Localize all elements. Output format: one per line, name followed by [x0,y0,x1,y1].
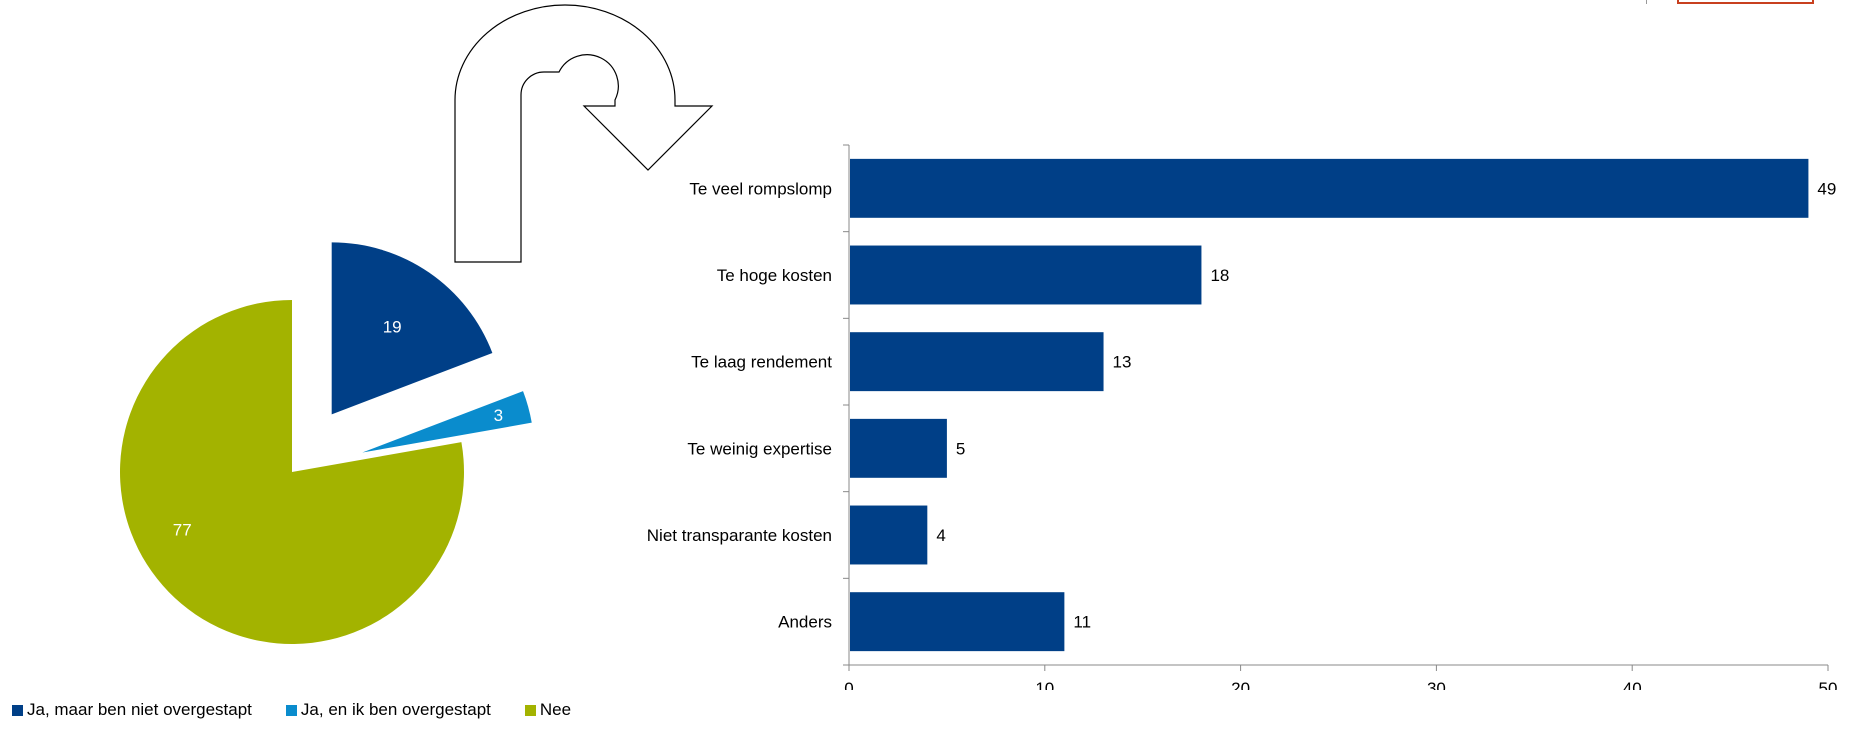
bar-value-label: 49 [1817,179,1836,198]
pie-data-label: 19 [383,318,402,337]
curved-arrow [454,4,714,263]
bar-value-label: 13 [1113,353,1132,372]
x-tick-label: 20 [1231,679,1250,690]
pie-data-label: 77 [173,520,192,539]
pie-legend: Ja, maar ben niet overgestapt Ja, en ik … [12,700,571,720]
bar-value-label: 18 [1210,266,1229,285]
legend-label: Ja, maar ben niet overgestapt [27,700,252,719]
category-label: Te veel rompslomp [689,179,832,198]
legend-item: Nee [524,700,572,720]
legend-label: Nee [539,700,572,719]
legend-swatch [12,704,23,716]
bar-value-label: 11 [1073,613,1091,632]
top-accent-box [1677,0,1814,4]
category-label: Te laag rendement [691,353,832,372]
bar-value-label: 5 [956,439,965,458]
bar-value-label: 4 [936,526,945,545]
category-label: Te weinig expertise [687,439,832,458]
legend-item: Ja, maar ben niet overgestapt [12,700,252,720]
x-tick-label: 0 [844,679,853,690]
top-divider [1646,0,1647,4]
x-tick-label: 40 [1623,679,1642,690]
legend-swatch [524,704,536,716]
pie-data-label: 3 [494,406,503,425]
x-tick-label: 30 [1427,679,1446,690]
legend-item: Ja, en ik ben overgestapt [285,700,491,720]
x-tick-label: 50 [1819,679,1838,690]
chart-canvas: 19 3 77 Te veel rompslomp 49 Te hoge kosten 1… [120,4,1838,690]
category-label: Niet transparante kosten [647,526,832,545]
pie-slice [331,242,493,415]
category-label: Te hoge kosten [717,266,832,285]
pie-slice [362,391,532,453]
bar [850,245,1202,305]
bar [850,332,1104,392]
legend-swatch [285,704,297,716]
bar-chart: Te veel rompslomp 49 Te hoge kosten 18 Te la… [647,144,1838,690]
pie-slice [120,300,465,644]
bar [850,592,1065,652]
bar [850,158,1809,218]
category-label: Anders [778,613,832,632]
x-tick-label: 10 [1035,679,1054,690]
pie-chart: 19 3 77 [120,242,532,644]
bar [850,505,928,565]
legend-label: Ja, en ik ben overgestapt [300,700,491,719]
bar [850,418,947,478]
